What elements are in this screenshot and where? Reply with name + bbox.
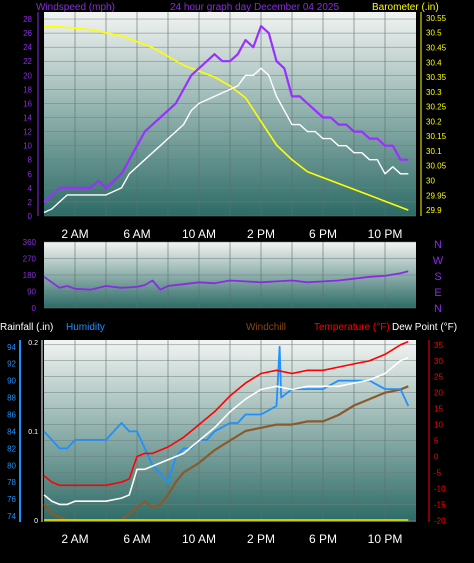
barometer-tick-label: 29.9 <box>426 206 442 215</box>
legend-dewpoint: Dew Point (°F) <box>392 322 457 333</box>
windspeed-tick-label: 24 <box>23 43 32 52</box>
axis-ticks: 2 AM 6 AM 10 AM 2 PM 6 PM 10 PM 2 AM 6 AM 10 AM 2… <box>7 12 447 546</box>
time-tick-label: 6 AM <box>123 227 150 241</box>
humidity-tick-label: 80 <box>7 461 16 470</box>
barometer-tick-label: 30.4 <box>426 58 442 67</box>
legend-humidity: Humidity <box>66 322 105 333</box>
windspeed-tick-label: 26 <box>23 29 32 38</box>
barometer-tick-label: 30 <box>426 177 435 186</box>
temperature-tick-label: -5 <box>434 469 442 478</box>
temperature-tick-label: -10 <box>434 484 446 493</box>
rainfall-tick-label: 0 <box>34 518 38 525</box>
time-tick-label: 2 PM <box>247 227 275 241</box>
windspeed-axis-title: Windspeed (mph) <box>36 2 115 13</box>
time-tick-label: 2 AM <box>61 227 88 241</box>
humidity-tick-label: 90 <box>7 377 16 386</box>
barometer-tick-label: 30.35 <box>426 73 447 82</box>
temperature-tick-label: 35 <box>434 341 443 350</box>
humidity-tick-label: 78 <box>7 478 16 487</box>
legend-rainfall: Rainfall (.in) <box>0 322 53 333</box>
compass-label: E <box>434 287 441 299</box>
barometer-tick-label: 30.05 <box>426 162 447 171</box>
humidity-tick-label: 88 <box>7 394 16 403</box>
windspeed-tick-label: 18 <box>23 85 32 94</box>
time-tick-label: 2 PM <box>247 532 275 546</box>
humidity-tick-label: 86 <box>7 410 16 419</box>
rainfall-tick-label: 0.1 <box>28 429 38 436</box>
windspeed-tick-label: 4 <box>28 184 33 193</box>
humidity-tick-label: 84 <box>7 427 16 436</box>
barometer-tick-label: 29.95 <box>426 191 447 200</box>
windspeed-tick-label: 28 <box>23 15 32 24</box>
barometer-tick-label: 30.2 <box>426 117 442 126</box>
direction-tick-label: 360 <box>23 238 37 247</box>
direction-tick-label: 0 <box>32 304 37 313</box>
windspeed-tick-label: 6 <box>28 170 33 179</box>
temperature-tick-label: 20 <box>434 389 443 398</box>
time-tick-label: 10 AM <box>182 532 216 546</box>
windchill-line <box>43 356 409 506</box>
barometer-tick-label: 30.5 <box>426 29 442 38</box>
windspeed-tick-label: 8 <box>28 156 33 165</box>
time-tick-label: 10 PM <box>368 227 403 241</box>
time-tick-label: 6 PM <box>309 532 337 546</box>
legend-windchill: Windchill <box>246 322 286 333</box>
time-tick-label: 10 PM <box>368 532 403 546</box>
legend-temperature: Temperature (°F) <box>314 322 390 333</box>
compass-label: N <box>434 239 442 251</box>
compass-label: N <box>434 303 442 315</box>
windspeed-tick-label: 14 <box>23 114 32 123</box>
direction-tick-label: 180 <box>23 271 37 280</box>
humidity-tick-label: 76 <box>7 495 16 504</box>
humidity-tick-label: 92 <box>7 360 16 369</box>
windspeed-tick-label: 22 <box>23 57 32 66</box>
windspeed-tick-label: 0 <box>28 212 33 221</box>
barometer-tick-label: 30.25 <box>426 103 447 112</box>
windspeed-tick-label: 20 <box>23 71 32 80</box>
wind-direction-line <box>43 270 409 291</box>
graph-title: 24 hour graph day December 04 2025 <box>170 2 339 13</box>
barometer-tick-label: 30.15 <box>426 132 447 141</box>
temperature-tick-label: 5 <box>434 437 439 446</box>
temperature-tick-label: 15 <box>434 405 443 414</box>
humidity-tick-label: 94 <box>7 343 16 352</box>
direction-tick-label: 90 <box>27 288 36 297</box>
temperature-tick-label: -15 <box>434 500 446 509</box>
windspeed-gust-line <box>43 25 409 203</box>
windspeed-tick-label: 12 <box>23 128 32 137</box>
temperature-tick-label: -20 <box>434 516 446 525</box>
temperature-tick-label: 25 <box>434 373 443 382</box>
humidity-tick-label: 82 <box>7 444 16 453</box>
time-tick-label: 10 AM <box>182 227 216 241</box>
barometer-tick-label: 30.1 <box>426 147 442 156</box>
barometer-tick-label: 30.45 <box>426 43 447 52</box>
direction-tick-label: 270 <box>23 255 37 264</box>
windspeed-average-line <box>43 67 409 214</box>
windspeed-tick-label: 16 <box>23 99 32 108</box>
temperature-tick-label: 0 <box>434 453 439 462</box>
time-tick-label: 2 AM <box>61 532 88 546</box>
windspeed-tick-label: 2 <box>28 198 33 207</box>
compass-label: S <box>434 271 441 283</box>
compass-label: W <box>433 255 444 267</box>
grid-lines <box>44 12 416 522</box>
barometer-tick-label: 30.55 <box>426 14 447 23</box>
barometer-axis-title: Barometer (.in) <box>372 2 439 13</box>
time-tick-label: 6 PM <box>309 227 337 241</box>
temperature-tick-label: 10 <box>434 421 443 430</box>
barometer-tick-label: 30.3 <box>426 88 442 97</box>
temperature-line <box>43 340 409 487</box>
temperature-tick-label: 30 <box>434 357 443 366</box>
chart-series <box>43 25 410 522</box>
windspeed-tick-label: 10 <box>23 142 32 151</box>
humidity-tick-label: 74 <box>7 512 16 521</box>
rainfall-tick-label: 0.2 <box>28 340 38 347</box>
time-tick-label: 6 AM <box>123 532 150 546</box>
